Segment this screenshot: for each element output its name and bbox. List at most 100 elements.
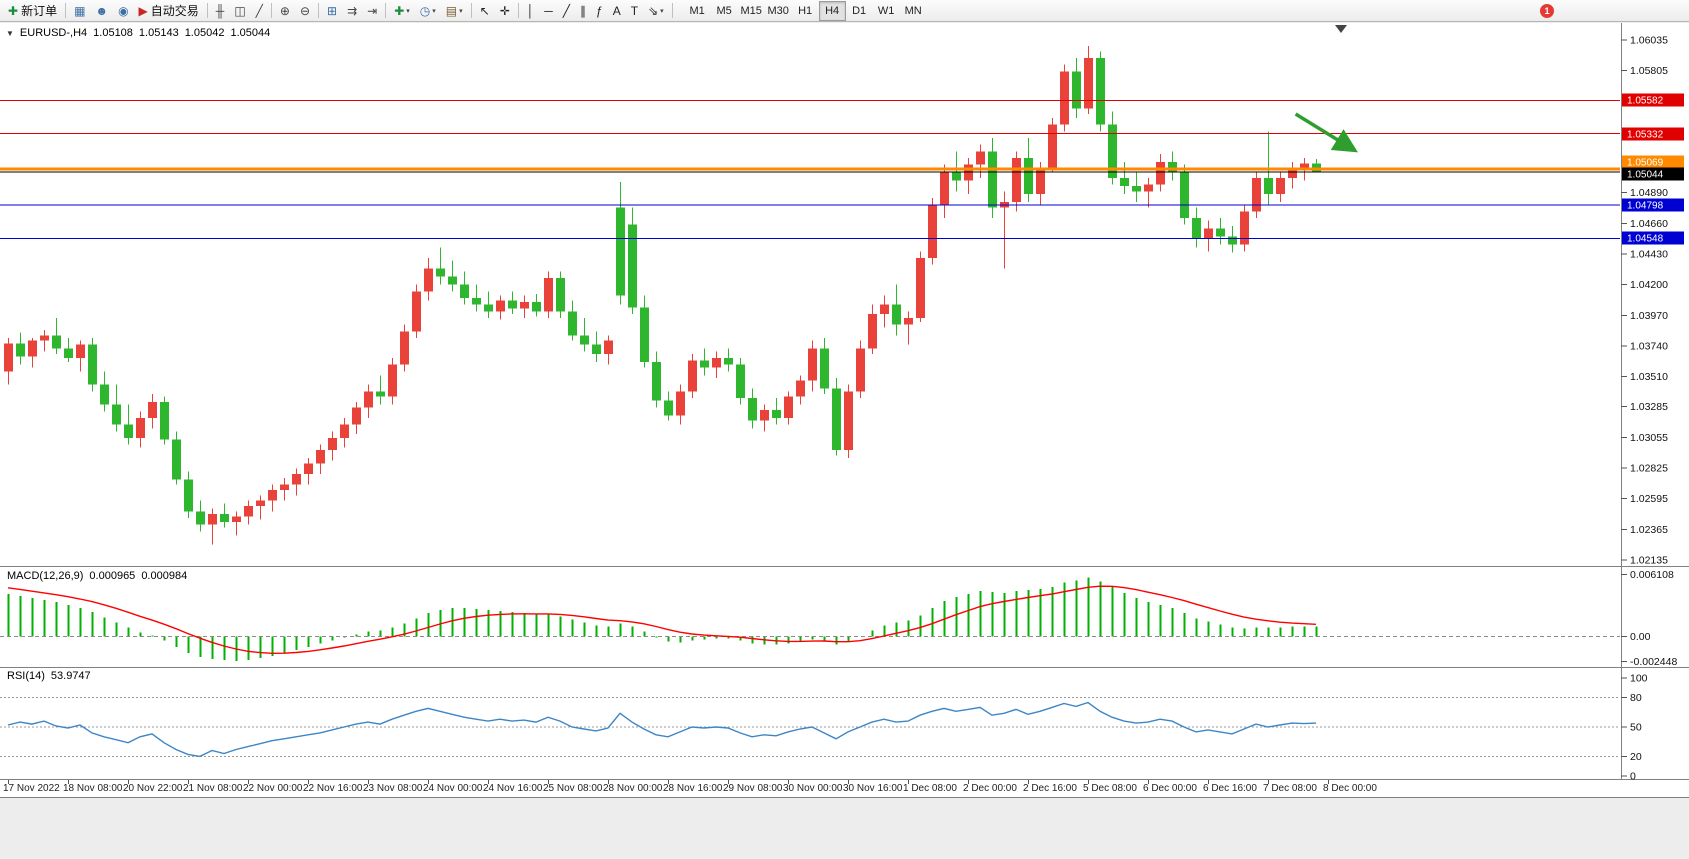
tile-windows-button[interactable]: ⊞ [323, 0, 341, 21]
chart-shift-marker[interactable] [1335, 25, 1347, 33]
svg-text:1.04430: 1.04430 [1630, 249, 1668, 261]
candlestick-mode-button[interactable]: ◫ [230, 0, 249, 21]
templates-button[interactable]: ▤ ▾ [442, 0, 467, 21]
price-tag-1.04548 [1622, 231, 1684, 245]
macd-signal-value: 0.000984 [141, 570, 188, 582]
periods-button[interactable]: ◷ ▾ [416, 0, 440, 21]
time-axis[interactable] [0, 780, 1689, 797]
svg-text:1.04548: 1.04548 [1627, 234, 1664, 245]
new-order-button[interactable]: ✚ 新订单 [4, 0, 61, 21]
svg-text:1.05582: 1.05582 [1627, 96, 1664, 107]
timeframe-d1-button[interactable]: D1 [852, 4, 867, 17]
timeframe-h4-button[interactable]: H4 [818, 0, 846, 21]
svg-text:1.05332: 1.05332 [1627, 130, 1664, 141]
zoom-out-icon: ⊖ [299, 3, 311, 18]
timeframe-w1-button[interactable]: W1 [877, 4, 895, 17]
svg-text:28 Nov 00:00: 28 Nov 00:00 [603, 783, 663, 794]
svg-text:1.05069: 1.05069 [1627, 158, 1664, 169]
svg-text:1.02135: 1.02135 [1630, 555, 1668, 567]
dropdown-arrow-icon: ▾ [660, 7, 664, 15]
svg-text:24 Nov 00:00: 24 Nov 00:00 [423, 783, 483, 794]
line-chart-mode-button[interactable]: ╱ [252, 0, 267, 21]
rsi-pane[interactable] [0, 669, 1620, 778]
svg-text:18 Nov 08:00: 18 Nov 08:00 [63, 783, 123, 794]
zoom-in-button[interactable]: ⊕ [276, 0, 294, 21]
toolbar-separator [470, 3, 472, 18]
indicators-button[interactable]: ✚ ▾ [390, 0, 414, 21]
dropdown-arrow-icon: ▾ [459, 7, 463, 15]
auto-scroll-button[interactable]: ⇉ [343, 0, 361, 21]
notifications-badge[interactable]: 1 [1540, 4, 1554, 18]
timeframe-mn-button[interactable]: MN [904, 4, 922, 17]
svg-text:2 Dec 16:00: 2 Dec 16:00 [1023, 783, 1077, 794]
svg-text:30 Nov 16:00: 30 Nov 16:00 [843, 783, 903, 794]
rsi-axis-labels: 100 80 50 20 0 [1621, 673, 1648, 783]
svg-text:22 Nov 00:00: 22 Nov 00:00 [243, 783, 303, 794]
svg-text:1 Dec 08:00: 1 Dec 08:00 [903, 783, 957, 794]
text-button[interactable]: A [609, 0, 625, 21]
svg-text:25 Nov 08:00: 25 Nov 08:00 [543, 783, 603, 794]
svg-text:28 Nov 16:00: 28 Nov 16:00 [663, 783, 723, 794]
chart-plot-area[interactable] [0, 23, 1620, 566]
auto-scroll-icon: ⇉ [347, 3, 358, 18]
macd-axis-labels: 0.006108 0.00 -0.002448 [1621, 569, 1677, 668]
horizontal-line-button[interactable]: ─ [540, 0, 557, 21]
crosshair-button[interactable]: ✛ [496, 0, 514, 21]
time-axis-labels: 17 Nov 2022 18 Nov 08:00 20 Nov 22:00 21 No… [3, 780, 1377, 794]
equidistant-channel-button[interactable]: ∥ [576, 0, 590, 21]
trendline-button[interactable]: ╱ [559, 0, 574, 21]
profiles-button[interactable]: ☻ [91, 0, 112, 21]
svg-text:20: 20 [1630, 751, 1642, 763]
svg-text:1.02825: 1.02825 [1630, 463, 1668, 475]
indicators-icon: ✚ [394, 3, 405, 18]
svg-text:1.02595: 1.02595 [1630, 493, 1668, 505]
fibonacci-button[interactable]: ƒ [592, 0, 607, 21]
svg-text:0: 0 [1630, 771, 1636, 783]
horizontal-line-icon: ─ [544, 3, 553, 18]
svg-text:7 Dec 08:00: 7 Dec 08:00 [1263, 783, 1317, 794]
cursor-button[interactable]: ↖ [476, 0, 494, 21]
timeframe-m15-button[interactable]: M15 [740, 4, 762, 17]
zoom-out-button[interactable]: ⊖ [296, 0, 314, 21]
chart-shift-button[interactable]: ⇥ [363, 0, 381, 21]
svg-text:1.03055: 1.03055 [1630, 432, 1668, 444]
autotrading-button[interactable]: ▶ 自动交易 [135, 0, 203, 21]
svg-text:29 Nov 08:00: 29 Nov 08:00 [723, 783, 783, 794]
svg-text:0.006108: 0.006108 [1630, 569, 1674, 581]
svg-text:20 Nov 22:00: 20 Nov 22:00 [123, 783, 183, 794]
new-chart-button[interactable]: ▦ [70, 0, 89, 21]
market-watch-button[interactable]: ◉ [114, 0, 132, 21]
timeframe-h1-button[interactable]: H1 [798, 4, 813, 17]
text-label-button[interactable]: T [627, 0, 642, 21]
svg-text:1.03285: 1.03285 [1630, 401, 1668, 413]
svg-text:21 Nov 08:00: 21 Nov 08:00 [183, 783, 243, 794]
low-value: 1.05042 [184, 27, 225, 39]
timeframe-m30-button[interactable]: M30 [767, 4, 789, 17]
chart-shift-icon: ⇥ [367, 3, 378, 18]
price-tag-1.04798 [1622, 198, 1684, 212]
arrows-icon: ⇘ [648, 3, 659, 18]
toolbar-separator [517, 3, 519, 18]
svg-text:1.03970: 1.03970 [1630, 310, 1668, 322]
macd-pane[interactable] [0, 569, 1620, 665]
equidistant-channel-icon: ∥ [580, 3, 587, 18]
one-click-trading-toggle-icon[interactable]: ▼ [6, 28, 14, 38]
main-toolbar: ✚ 新订单 ▦ ☻ ◉ ▶ 自动交易 ╫ ◫ ╱ ⊕ ⊖ ⊞ ⇉ ⇥ ✚ ▾ ◷ ▾ ▤ ▾ ↖ ✛ │ ─ ╱ ∥ ƒ A T ⇘ ▾ M1 M… [0, 0, 1689, 22]
bar-chart-mode-button[interactable]: ╫ [212, 0, 229, 21]
rsi-name: RSI(14) [7, 670, 45, 682]
toolbar-separator [385, 3, 387, 18]
svg-text:80: 80 [1630, 692, 1642, 704]
vertical-line-button[interactable]: │ [523, 0, 539, 21]
svg-text:1.04200: 1.04200 [1630, 279, 1668, 291]
open-value: 1.05108 [93, 27, 133, 39]
toolbar-separator [270, 3, 272, 18]
trend-arrow-annotation[interactable] [1294, 112, 1358, 153]
svg-text:22 Nov 16:00: 22 Nov 16:00 [303, 783, 363, 794]
market-watch-icon: ◉ [118, 3, 129, 18]
macd-name: MACD(12,26,9) [7, 570, 84, 582]
close-value: 1.05044 [230, 27, 271, 39]
timeframe-m1-button[interactable]: M1 [689, 4, 705, 17]
price-tag-1.05044 [1622, 167, 1684, 181]
arrows-button[interactable]: ⇘ ▾ [644, 0, 668, 21]
timeframe-m5-button[interactable]: M5 [716, 4, 732, 17]
